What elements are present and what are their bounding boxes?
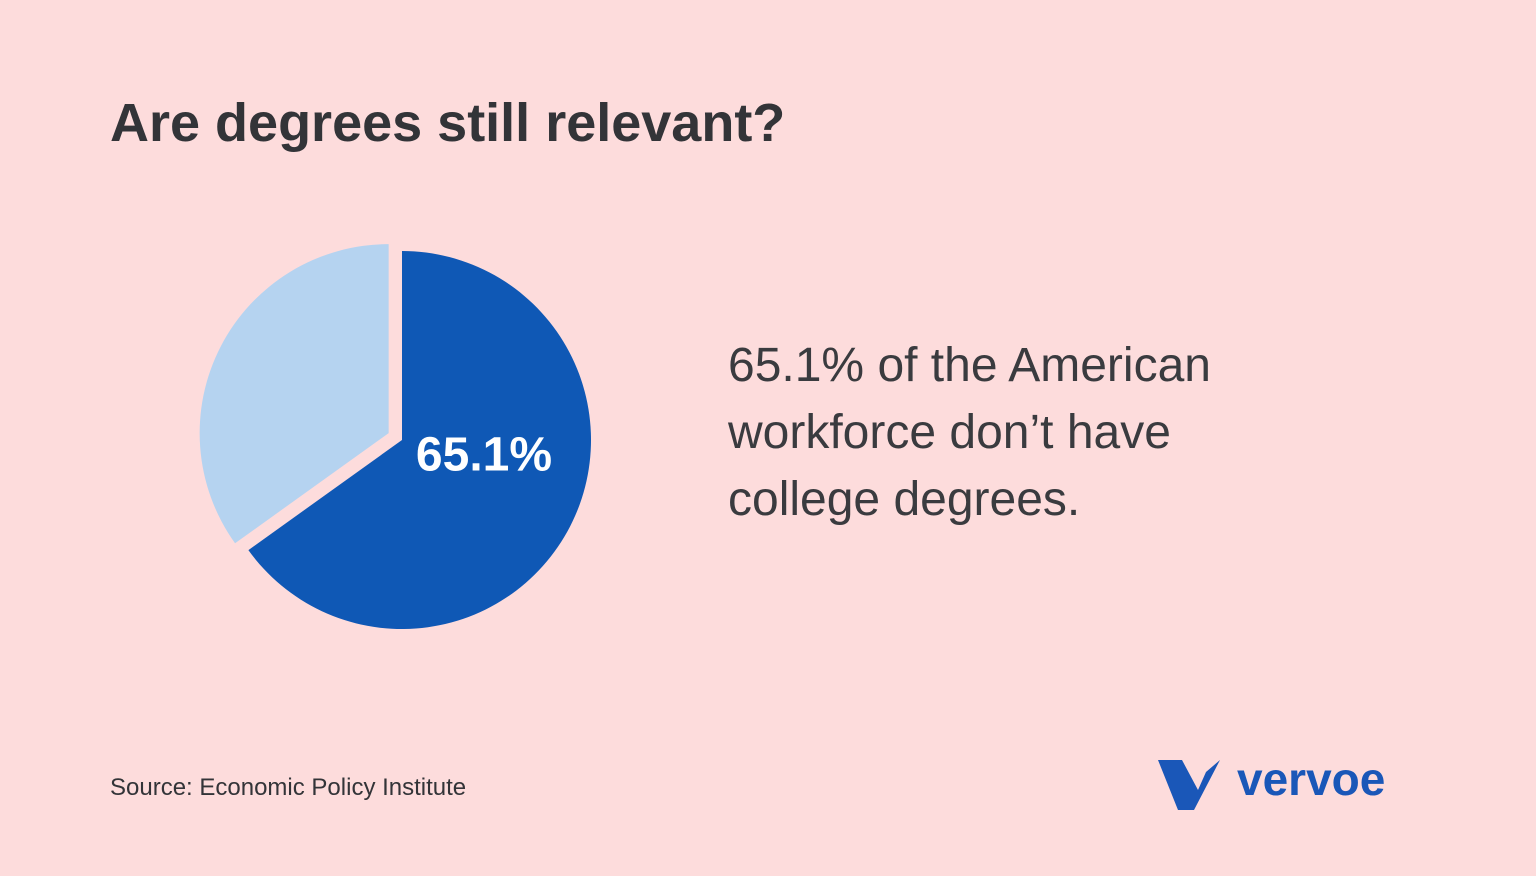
source: Source: Economic Policy Institute [110,774,467,801]
annotation-line: college degrees. [728,473,1081,526]
annotation: 65.1% of the American workforce don’t ha… [728,332,1211,533]
logo-text: vervoe [1237,753,1386,805]
annotation-line: 65.1% of the American [728,339,1211,392]
pie-slice [248,251,592,629]
logo-mark [1158,760,1220,810]
chart-title: Are degrees still relevant? [110,93,786,153]
slice-label: 65.1% [416,429,552,482]
pie-slice [199,244,389,544]
annotation-line: workforce don’t have [728,406,1171,459]
